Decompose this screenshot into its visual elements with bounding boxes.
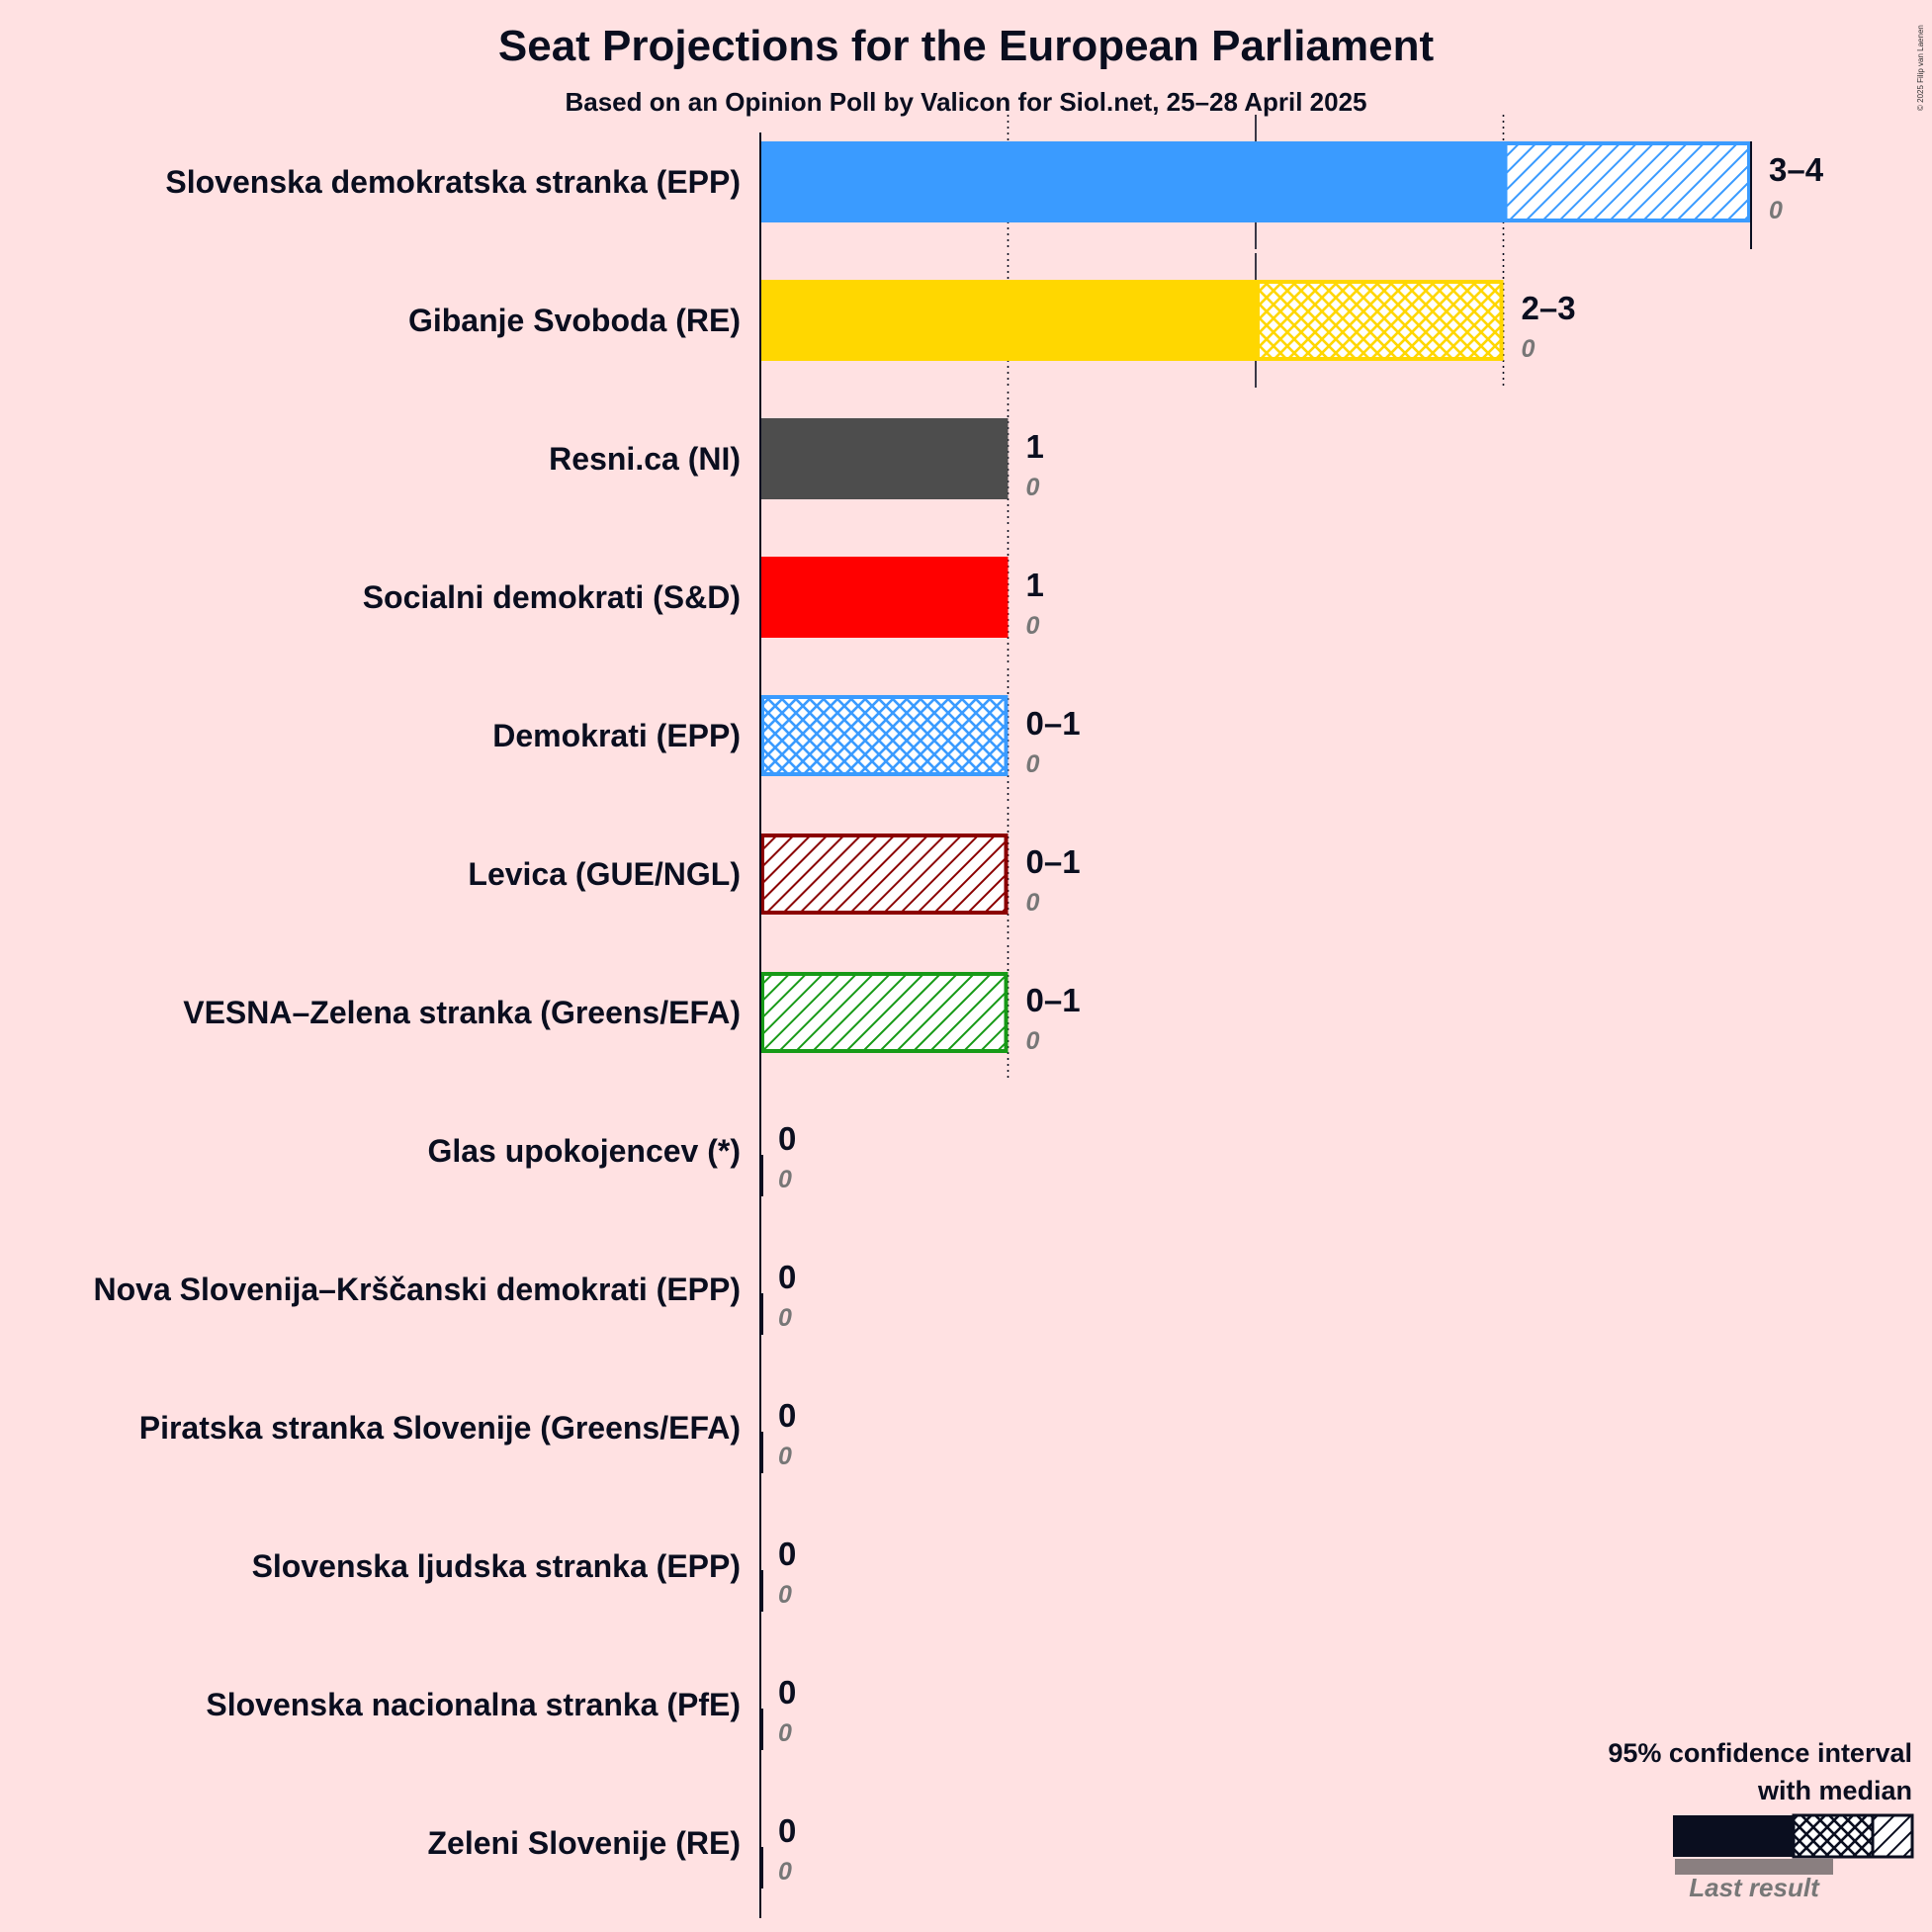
last-result-label-slovenska-ljudska-stranka-epp: 0 [778,1581,792,1609]
range-label-vesna-zelena-stranka-greens-efa: 0–1 [1026,982,1081,1018]
chart-subtitle: Based on an Opinion Poll by Valicon for … [565,87,1367,117]
last-result-label-gibanje-svoboda-re: 0 [1522,335,1536,363]
last-result-label-resni-ca-ni: 0 [1026,474,1040,501]
last-result-label-slovenska-demokratska-stranka-epp: 0 [1769,197,1783,224]
party-label-resni-ca-ni: Resni.ca (NI) [549,441,741,477]
legend-last-result-bar [1675,1859,1833,1875]
range-label-piratska-stranka-slovenije-greens-efa: 0 [778,1397,796,1434]
range-label-nova-slovenija-krscanski-demokrati-epp: 0 [778,1259,796,1295]
range-label-slovenska-ljudska-stranka-epp: 0 [778,1536,796,1572]
legend-title-line2: with median [1757,1776,1912,1805]
bar-ci-lower-demokrati-epp [760,695,1009,776]
legend-swatch [1673,1813,1914,1875]
party-label-slovenska-demokratska-stranka-epp: Slovenska demokratska stranka (EPP) [165,164,741,200]
gridlines [1007,115,1505,1080]
bar-ci-lower-gibanje-svoboda-re [1256,280,1504,361]
legend-crosshatch-segment [1792,1813,1875,1859]
bar-solid-socialni-demokrati-s-d [760,557,1009,638]
bar-ci-upper-slovenska-demokratska-stranka-epp [1503,141,1751,222]
bar-solid-slovenska-demokratska-stranka-epp [760,141,1504,222]
party-label-vesna-zelena-stranka-greens-efa: VESNA–Zelena stranka (Greens/EFA) [183,995,741,1030]
range-label-resni-ca-ni: 1 [1026,428,1044,465]
last-result-label-levica-gue-ngl: 0 [1026,889,1040,917]
range-label-zeleni-slovenije-re: 0 [778,1812,796,1849]
party-label-gibanje-svoboda-re: Gibanje Svoboda (RE) [408,303,741,338]
last-result-label-vesna-zelena-stranka-greens-efa: 0 [1026,1027,1040,1055]
party-label-demokrati-epp: Demokrati (EPP) [492,718,741,753]
last-result-label-nova-slovenija-krscanski-demokrati-epp: 0 [778,1304,792,1332]
bar-ci-upper-levica-gue-ngl [760,834,1009,915]
party-label-socialni-demokrati-s-d: Socialni demokrati (S&D) [363,579,741,615]
range-label-glas-upokojencev: 0 [778,1120,796,1157]
chart-title: Seat Projections for the European Parlia… [497,22,1435,70]
last-result-label-demokrati-epp: 0 [1026,750,1040,778]
party-label-slovenska-ljudska-stranka-epp: Slovenska ljudska stranka (EPP) [252,1548,741,1584]
legend-title-line1: 95% confidence interval [1608,1738,1912,1768]
bars [760,141,1752,1888]
range-label-socialni-demokrati-s-d: 1 [1026,567,1044,603]
range-label-slovenska-nacionalna-stranka-pfe: 0 [778,1674,796,1711]
party-label-piratska-stranka-slovenije-greens-efa: Piratska stranka Slovenije (Greens/EFA) [139,1410,741,1446]
last-result-label-slovenska-nacionalna-stranka-pfe: 0 [778,1719,792,1747]
legend-last-result-label: Last result [1689,1873,1819,1902]
legend-solid-segment [1673,1815,1794,1857]
last-result-label-glas-upokojencev: 0 [778,1166,792,1193]
party-label-glas-upokojencev: Glas upokojencev (*) [427,1133,741,1169]
party-label-zeleni-slovenije-re: Zeleni Slovenije (RE) [427,1825,741,1861]
bar-solid-gibanje-svoboda-re [760,280,1256,361]
labels: Slovenska demokratska stranka (EPP) 3–4 0 G… [94,151,1824,1886]
last-result-label-zeleni-slovenije-re: 0 [778,1858,792,1886]
last-result-label-piratska-stranka-slovenije-greens-efa: 0 [778,1443,792,1470]
range-label-levica-gue-ngl: 0–1 [1026,843,1081,880]
bar-ci-upper-vesna-zelena-stranka-greens-efa [760,972,1009,1053]
legend-hatch-segment [1871,1813,1914,1859]
range-label-demokrati-epp: 0–1 [1026,705,1081,742]
party-label-slovenska-nacionalna-stranka-pfe: Slovenska nacionalna stranka (PfE) [206,1687,741,1722]
bar-solid-resni-ca-ni [760,418,1009,499]
range-label-slovenska-demokratska-stranka-epp: 3–4 [1769,151,1824,188]
legend-title: 95% confidence interval with median [1542,1734,1912,1809]
last-result-label-socialni-demokrati-s-d: 0 [1026,612,1040,640]
party-label-nova-slovenija-krscanski-demokrati-epp: Nova Slovenija–Krščanski demokrati (EPP) [94,1272,741,1307]
party-label-levica-gue-ngl: Levica (GUE/NGL) [468,856,741,892]
range-label-gibanje-svoboda-re: 2–3 [1522,290,1576,326]
